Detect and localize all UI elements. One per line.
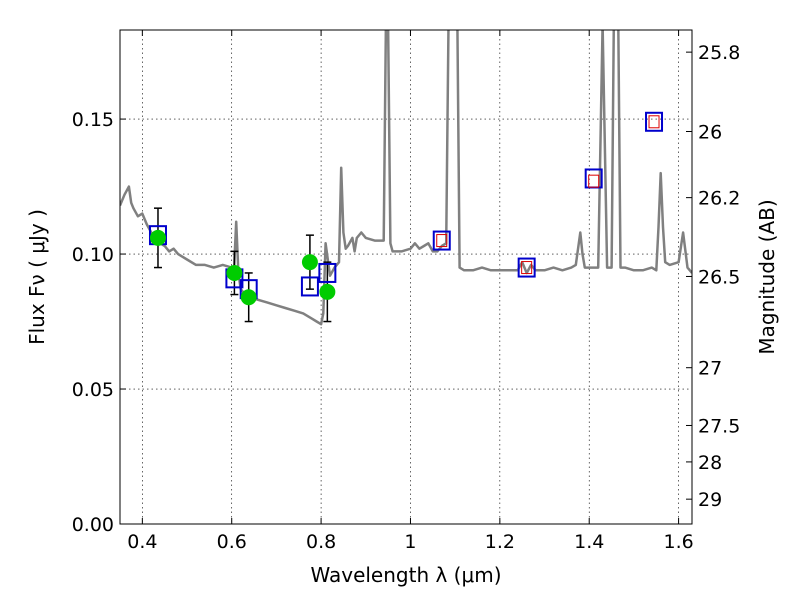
upper-limit-square: [648, 115, 660, 129]
y-axis-label: Flux Fν ( μJy ): [25, 209, 49, 345]
x-tick-label: 1: [404, 531, 416, 553]
observed-point: [149, 229, 166, 246]
model-photometry-square: [318, 262, 337, 283]
upper-limit-square: [521, 261, 533, 275]
observed-point: [240, 289, 257, 306]
right-tick-label: 26.2: [698, 188, 740, 210]
model-photometry-square: [517, 257, 536, 278]
right-tick-label: 25.8: [698, 42, 740, 64]
model-photometry-square: [300, 276, 319, 297]
right-tick-label: 27.5: [698, 415, 740, 437]
upper-limit-square: [588, 174, 600, 188]
y-tick-label: 0.00: [72, 514, 114, 536]
y-tick-label: 0.10: [72, 244, 114, 266]
model-photometry-square: [432, 230, 451, 251]
x-tick-label: 0.4: [127, 531, 157, 553]
y-tick-label: 0.05: [72, 379, 114, 401]
upper-limit-square: [436, 234, 448, 248]
plot-frame: [119, 29, 693, 525]
observed-point: [301, 254, 318, 271]
grid-lines: [120, 30, 692, 525]
x-tick-label: 1.6: [663, 531, 693, 553]
right-tick-label: 27: [698, 358, 722, 380]
spectrum-line: [120, 30, 692, 326]
x-axis-label: Wavelength λ (μm): [310, 563, 501, 587]
x-tick-label: 1.4: [574, 531, 604, 553]
photometry-points: [148, 111, 664, 323]
right-axis-ticks: 25.8 26 26.2 26.5 27 27.5 28 29: [686, 42, 740, 511]
x-tick-label: 1.2: [485, 531, 515, 553]
x-tick-label: 0.8: [306, 531, 336, 553]
right-axis-label: Magnitude (AB): [755, 199, 779, 354]
observed-point: [226, 264, 243, 281]
right-tick-label: 29: [698, 489, 722, 511]
model-photometry-square: [645, 111, 664, 132]
y-axis-ticks: 0.00 0.05 0.10 0.15: [72, 109, 126, 536]
right-tick-label: 26.5: [698, 266, 740, 288]
y-tick-label: 0.15: [72, 109, 114, 131]
right-tick-label: 28: [698, 452, 722, 474]
right-tick-label: 26: [698, 121, 722, 143]
x-axis-ticks: 0.4 0.6 0.8 1 1.2 1.4 1.6: [127, 30, 694, 553]
observed-point: [319, 283, 336, 300]
model-spectrum: [120, 30, 692, 326]
x-tick-label: 0.6: [217, 531, 247, 553]
